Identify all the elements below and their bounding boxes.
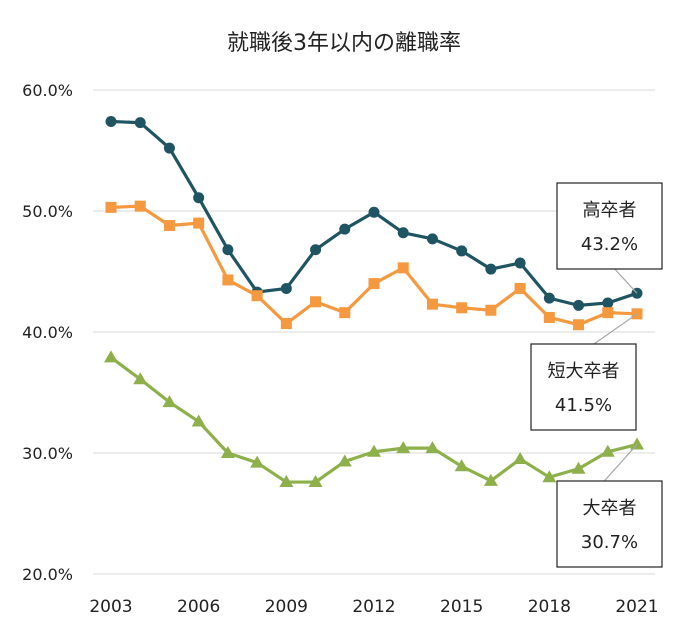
data-point <box>397 227 409 239</box>
data-point <box>280 318 292 330</box>
data-point <box>602 297 614 309</box>
chart-title: 就職後3年以内の離職率 <box>227 31 461 56</box>
data-point <box>105 201 117 213</box>
data-point <box>280 282 292 294</box>
data-point <box>396 441 411 454</box>
data-point <box>425 441 440 454</box>
callout-series-name: 高卒者 <box>583 200 637 221</box>
x-tick-label: 2012 <box>352 597 395 617</box>
data-point <box>485 263 497 275</box>
y-tick-label: 20.0% <box>22 565 73 584</box>
data-point <box>191 414 206 427</box>
y-tick-label: 60.0% <box>22 81 73 100</box>
data-point <box>310 296 322 308</box>
data-point <box>571 461 586 474</box>
y-tick-label: 40.0% <box>22 323 73 342</box>
data-point <box>456 245 468 257</box>
data-point <box>513 452 528 465</box>
y-tick-label: 30.0% <box>22 444 73 463</box>
callout-value-label: 30.7% <box>581 532 638 553</box>
data-point <box>339 223 351 235</box>
data-point <box>250 455 265 468</box>
data-point <box>542 470 557 483</box>
callout-box <box>530 343 637 431</box>
data-point <box>162 395 177 408</box>
series-lines <box>104 115 644 488</box>
data-point <box>337 454 352 467</box>
data-point <box>454 459 469 472</box>
callout-value-label: 41.5% <box>555 395 612 416</box>
y-axis-tick-labels: 20.0% 30.0% 40.0% 50.0% 60.0% <box>22 81 73 584</box>
data-point <box>426 233 438 245</box>
data-point <box>514 257 526 269</box>
data-point <box>134 200 146 212</box>
callout-leader-line <box>603 444 638 482</box>
callout-leader-line <box>593 313 638 345</box>
data-point <box>368 206 380 218</box>
data-point <box>222 244 234 256</box>
data-point <box>193 217 205 229</box>
callout-value-label: 43.2% <box>581 234 638 255</box>
data-point <box>630 437 644 450</box>
callout-series-name: 大卒者 <box>583 498 637 519</box>
x-tick-label: 2021 <box>615 597 658 617</box>
data-point <box>222 274 234 286</box>
data-point <box>104 350 118 363</box>
data-point <box>310 244 322 256</box>
x-tick-label: 2018 <box>528 597 571 617</box>
callout-box <box>556 182 663 270</box>
x-tick-label: 2009 <box>265 597 308 617</box>
data-point <box>220 446 235 458</box>
x-tick-label: 2015 <box>440 597 483 617</box>
data-point <box>543 311 555 323</box>
data-point <box>368 278 380 290</box>
data-point <box>426 298 438 310</box>
data-point <box>602 307 614 319</box>
data-point <box>308 475 323 488</box>
y-tick-label: 50.0% <box>22 202 73 221</box>
data-point <box>600 444 615 457</box>
data-point <box>163 220 175 232</box>
data-point <box>279 475 294 488</box>
data-point <box>514 282 526 294</box>
data-point <box>483 473 498 486</box>
data-point <box>251 290 263 302</box>
x-axis-tick-labels: 2003 2006 2009 2012 2015 2018 2021 <box>89 597 658 617</box>
data-point <box>163 142 175 154</box>
series-callouts: 高卒者 43.2% 短大卒者 41.5% 大卒者 30.7% <box>530 182 663 568</box>
data-point <box>573 299 585 311</box>
data-point <box>134 117 146 129</box>
callout-box <box>556 480 663 568</box>
data-point <box>485 304 497 316</box>
data-point <box>133 372 148 385</box>
data-point <box>456 302 468 314</box>
data-point <box>397 262 409 274</box>
x-tick-label: 2006 <box>177 597 220 617</box>
callout-series-name: 短大卒者 <box>548 361 620 382</box>
x-tick-label: 2003 <box>89 597 132 617</box>
data-point <box>339 307 351 319</box>
data-point <box>367 444 381 457</box>
data-point <box>193 192 205 204</box>
data-point <box>105 115 117 127</box>
data-point <box>543 292 555 304</box>
data-point <box>573 319 585 331</box>
callout-leader-line <box>614 268 638 294</box>
